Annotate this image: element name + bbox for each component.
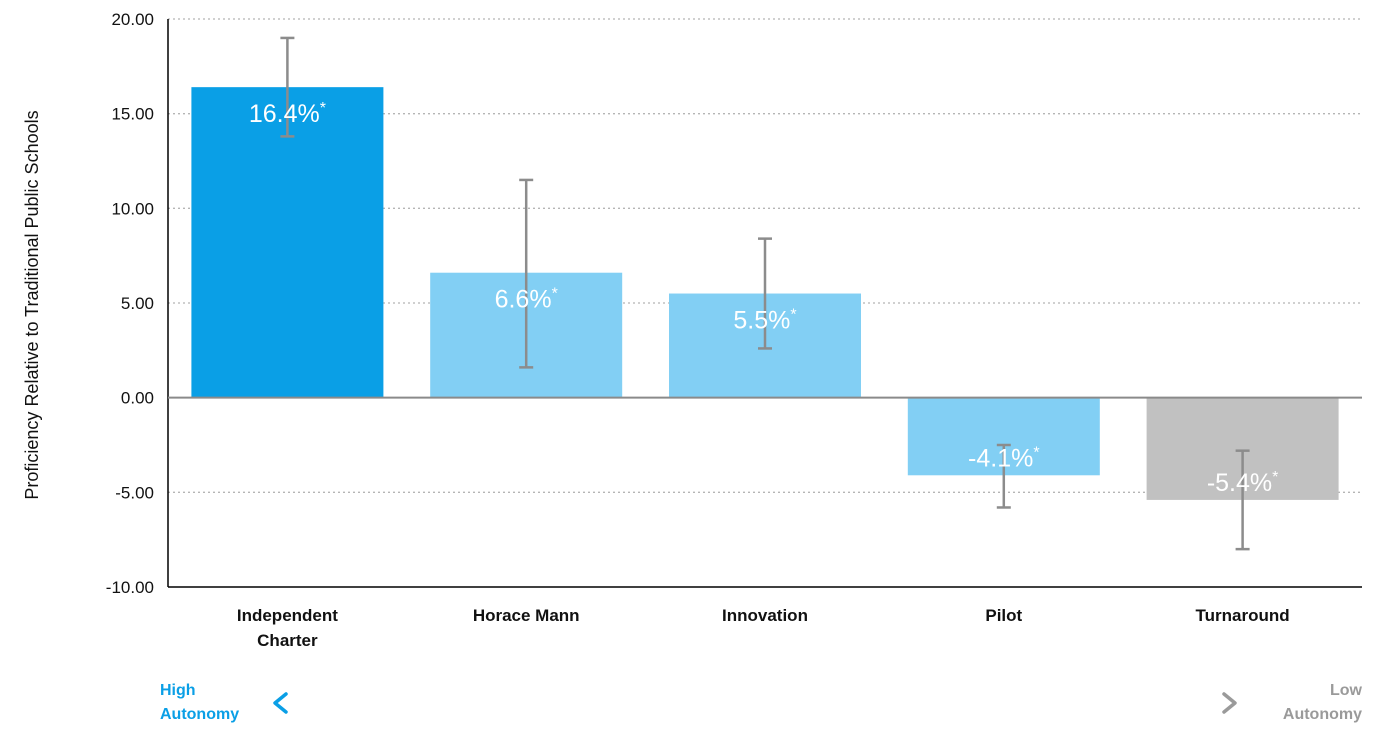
x-tick-label: Turnaround bbox=[1196, 606, 1290, 625]
y-tick-label: -5.00 bbox=[115, 483, 154, 502]
x-tick-label: Innovation bbox=[722, 606, 808, 625]
low-autonomy-label: Autonomy bbox=[1283, 706, 1362, 723]
y-axis-title: Proficiency Relative to Traditional Publ… bbox=[22, 110, 42, 499]
data-label-value: 5.5% bbox=[733, 307, 790, 335]
data-label-1: 6.6%* bbox=[495, 286, 558, 314]
data-label-0: 16.4%* bbox=[249, 100, 326, 128]
low-autonomy-label: Low bbox=[1330, 682, 1363, 699]
y-tick-label: 15.00 bbox=[111, 105, 154, 124]
data-label-3: -4.1%* bbox=[968, 444, 1040, 472]
bar-0 bbox=[191, 87, 384, 398]
x-tick-label: Independent bbox=[237, 606, 338, 625]
data-label-asterisk: * bbox=[320, 100, 326, 117]
data-label-value: 6.6% bbox=[495, 286, 552, 314]
data-label-2: 5.5%* bbox=[733, 307, 796, 335]
x-tick-label: Horace Mann bbox=[473, 606, 580, 625]
arrow-right-icon bbox=[1222, 692, 1237, 714]
high-autonomy-label: Autonomy bbox=[160, 706, 239, 723]
data-label-4: -5.4%* bbox=[1207, 469, 1279, 497]
y-tick-label: -10.00 bbox=[106, 578, 154, 597]
data-label-asterisk: * bbox=[552, 286, 558, 303]
x-tick-label: Pilot bbox=[985, 606, 1022, 625]
data-label-value: -4.1% bbox=[968, 444, 1033, 472]
y-tick-label: 20.00 bbox=[111, 10, 154, 29]
high-autonomy-label: High bbox=[160, 682, 196, 699]
data-label-asterisk: * bbox=[1272, 469, 1278, 486]
data-label-value: 16.4% bbox=[249, 100, 320, 128]
data-label-asterisk: * bbox=[790, 307, 796, 324]
y-tick-label: 0.00 bbox=[121, 389, 154, 408]
data-label-value: -5.4% bbox=[1207, 469, 1272, 497]
data-label-asterisk: * bbox=[1033, 444, 1039, 461]
y-tick-label: 10.00 bbox=[111, 199, 154, 218]
y-tick-label: 5.00 bbox=[121, 294, 154, 313]
x-tick-label: Charter bbox=[257, 631, 318, 650]
arrow-left-icon bbox=[273, 692, 288, 714]
